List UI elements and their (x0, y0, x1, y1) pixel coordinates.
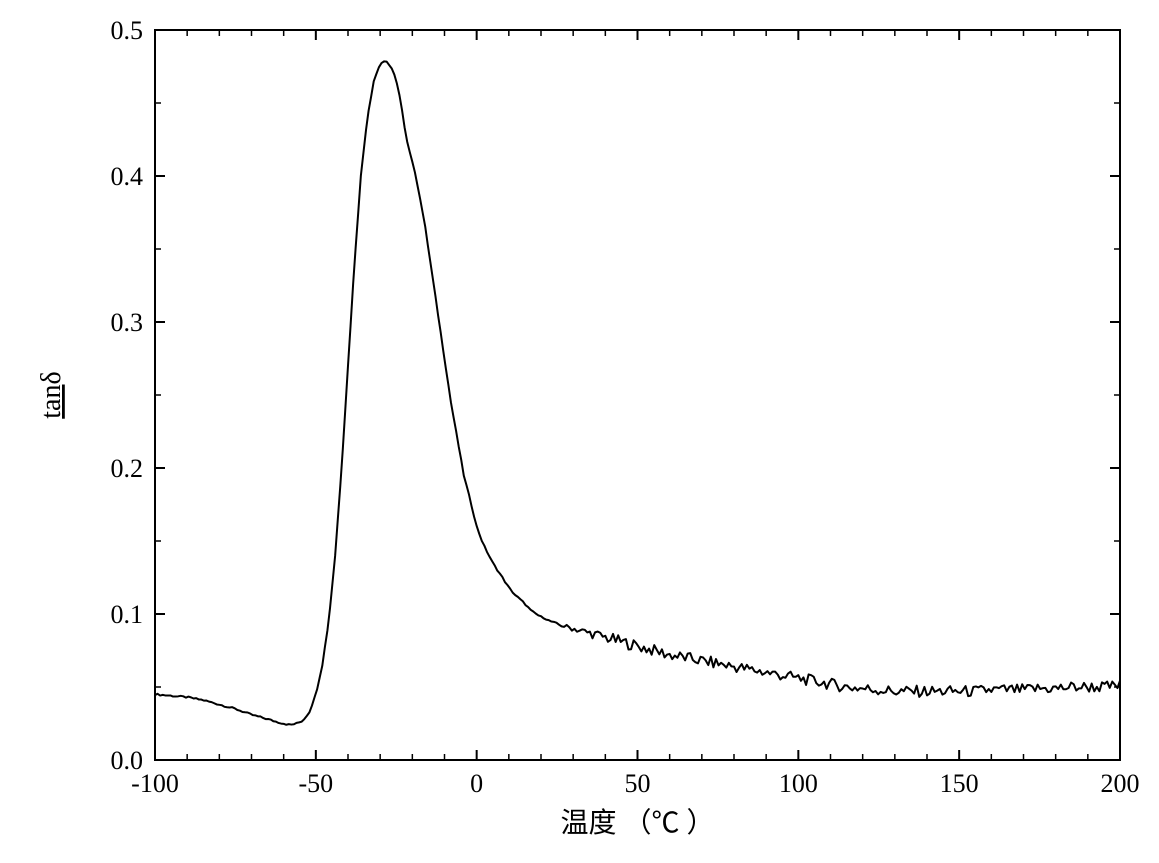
y-tick-label: 0.5 (111, 16, 144, 45)
chart-bg (0, 0, 1159, 863)
x-tick-label: 0 (470, 769, 483, 798)
y-tick-label: 0.2 (111, 454, 144, 483)
line-chart: -100-500501001502000.00.10.20.30.40.5温度 … (0, 0, 1159, 863)
chart-container: -100-500501001502000.00.10.20.30.40.5温度 … (0, 0, 1159, 863)
x-tick-label: 150 (940, 769, 979, 798)
y-tick-label: 0.1 (111, 600, 144, 629)
x-tick-label: 200 (1101, 769, 1140, 798)
x-tick-label: 50 (625, 769, 651, 798)
x-axis-label: 温度 （℃ ） (560, 807, 714, 839)
x-tick-label: -50 (298, 769, 333, 798)
y-tick-label: 0.3 (111, 308, 144, 337)
x-tick-label: 100 (779, 769, 818, 798)
y-tick-label: 0.0 (111, 746, 144, 775)
y-tick-label: 0.4 (111, 162, 144, 191)
y-axis-label: tanδ (36, 371, 67, 418)
